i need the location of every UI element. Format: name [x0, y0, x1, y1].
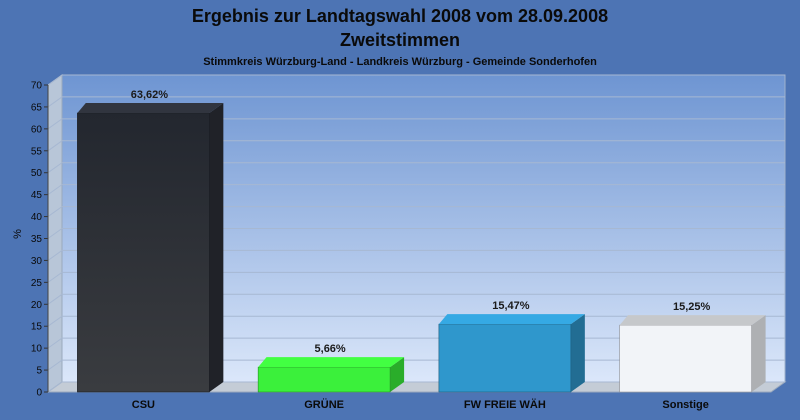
chart-subsubtitle: Stimmkreis Würzburg-Land - Landkreis Wür…	[203, 56, 597, 68]
y-tick-label: 45	[31, 190, 43, 201]
x-tick-label: CSU	[132, 399, 155, 411]
bar-top	[77, 102, 224, 113]
x-tick-label: FW FREIE WÄH	[464, 398, 546, 411]
bar-side	[570, 314, 585, 392]
plot-area: 0 5 10 15 20 25 30 35 40 45 50 55 60 65 70 63,62% 5,66%…	[31, 74, 787, 411]
y-tick-label: 55	[31, 146, 43, 157]
gridlines	[47, 74, 785, 393]
y-tick-label: 15	[31, 322, 43, 333]
bar-front	[438, 323, 572, 393]
chart-subtitle: Zweitstimmen	[340, 30, 460, 50]
y-tick-label: 35	[31, 234, 43, 245]
gridline	[47, 249, 785, 261]
chart-title: Ergebnis zur Landtagswahl 2008 vom 28.09…	[192, 6, 608, 26]
y-tick-label: 5	[36, 366, 42, 377]
bar-front	[77, 112, 210, 393]
y-tick-label: 20	[31, 300, 43, 311]
bar	[77, 102, 224, 393]
gridline	[47, 228, 785, 239]
data-label: 5,66%	[315, 343, 346, 355]
bar-top	[619, 315, 766, 326]
y-tick-label: 40	[31, 212, 43, 223]
y-tick-label: 0	[36, 388, 42, 399]
bar	[619, 315, 766, 393]
y-tick-label: 50	[31, 168, 43, 179]
data-labels: 63,62% 5,66% 15,47% 15,25%	[131, 89, 711, 355]
gridline	[47, 96, 785, 108]
y-axis-label: %	[12, 229, 24, 239]
bar-top	[438, 314, 585, 325]
bar-front	[619, 324, 752, 393]
y-tick-label: 70	[31, 81, 43, 92]
y-tick-label: 65	[31, 102, 43, 113]
bar-top	[258, 357, 405, 368]
bar-side	[390, 357, 405, 392]
y-tick-label: 25	[31, 278, 43, 289]
gridline	[47, 293, 785, 305]
x-tick-label: Sonstige	[662, 399, 708, 411]
y-axis: 0 5 10 15 20 25 30 35 40 45 50 55 60 65 70	[31, 81, 49, 399]
gridline	[47, 271, 785, 283]
y-tick-label: 30	[31, 256, 43, 267]
gridline	[47, 118, 785, 130]
gridline	[47, 162, 785, 174]
data-label: 15,25%	[673, 301, 711, 313]
gridline	[47, 140, 785, 152]
bar-side	[209, 102, 224, 392]
y-tick-label: 60	[31, 124, 43, 135]
data-label: 63,62%	[131, 89, 169, 101]
data-label: 15,47%	[492, 300, 530, 312]
bar-side	[751, 315, 766, 392]
y-tick-label: 10	[31, 344, 43, 355]
bar-front	[257, 366, 391, 393]
bar	[438, 314, 585, 393]
bar	[257, 357, 405, 393]
gridline	[47, 74, 785, 86]
gridline	[47, 184, 785, 196]
x-axis: CSU GRÜNE FW FREIE WÄH Sonstige	[132, 398, 709, 411]
bars	[77, 102, 766, 393]
x-tick-label: GRÜNE	[304, 398, 344, 411]
gridline	[47, 206, 785, 217]
